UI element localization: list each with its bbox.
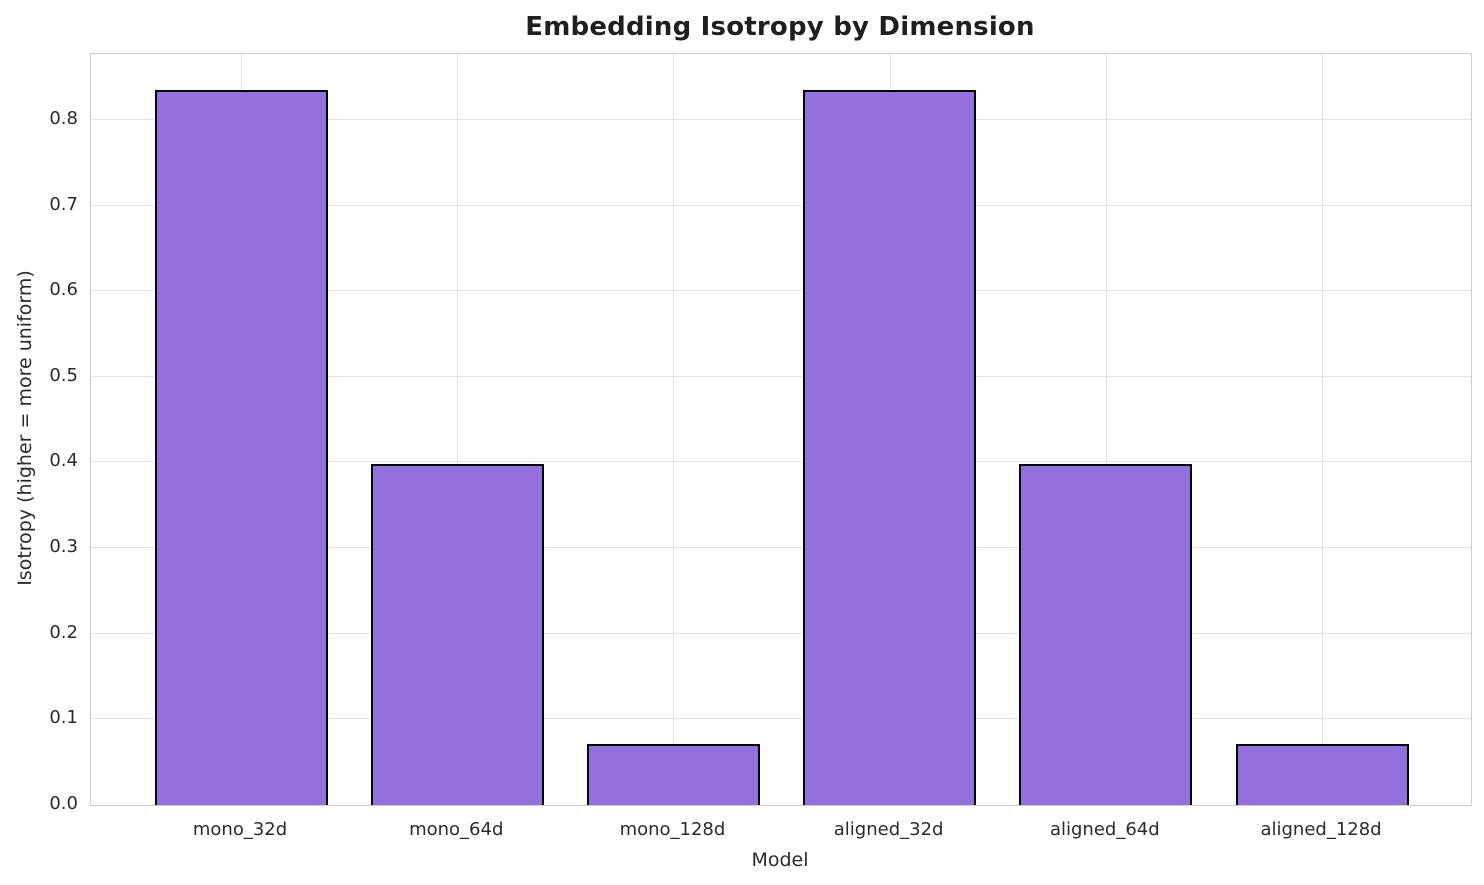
bar-mono_32d [154,89,328,805]
h-gridline [91,118,1471,120]
h-gridline [91,375,1471,377]
h-gridline [91,461,1471,463]
bar-aligned_64d [1019,464,1193,805]
x-tick-label: aligned_128d [1260,819,1382,840]
h-gridline [91,547,1471,549]
bar-aligned_32d [803,89,977,805]
bar-mono_64d [370,464,544,805]
y-tick-label: 0.0 [49,793,78,814]
x-axis-label: Model [751,849,809,871]
bar-aligned_128d [1235,744,1409,805]
plot-area [90,53,1472,806]
h-gridline [91,632,1471,634]
x-tick-label: aligned_64d [1049,819,1160,840]
y-tick-label: 0.5 [49,364,78,386]
v-gridline [1105,54,1107,805]
y-tick-label: 0.1 [49,707,78,729]
x-tick-label: aligned_32d [833,819,944,840]
v-gridline [457,54,459,805]
y-tick-label: 0.3 [49,536,78,558]
h-gridline [91,204,1471,206]
v-gridline [1322,54,1324,805]
h-gridline [91,290,1471,292]
h-gridline [91,718,1471,720]
x-tick-label: mono_128d [619,819,726,840]
y-tick-label: 0.7 [49,193,78,215]
y-tick-label: 0.6 [49,279,78,301]
chart-title: Embedding Isotropy by Dimension [525,12,1035,42]
x-tick-label: mono_64d [409,819,504,840]
bar-mono_128d [586,744,760,805]
v-gridline [673,54,675,805]
y-tick-label: 0.4 [49,450,78,472]
y-tick-label: 0.2 [49,621,78,643]
x-tick-label: mono_32d [192,819,288,840]
y-tick-label: 0.8 [49,107,78,129]
